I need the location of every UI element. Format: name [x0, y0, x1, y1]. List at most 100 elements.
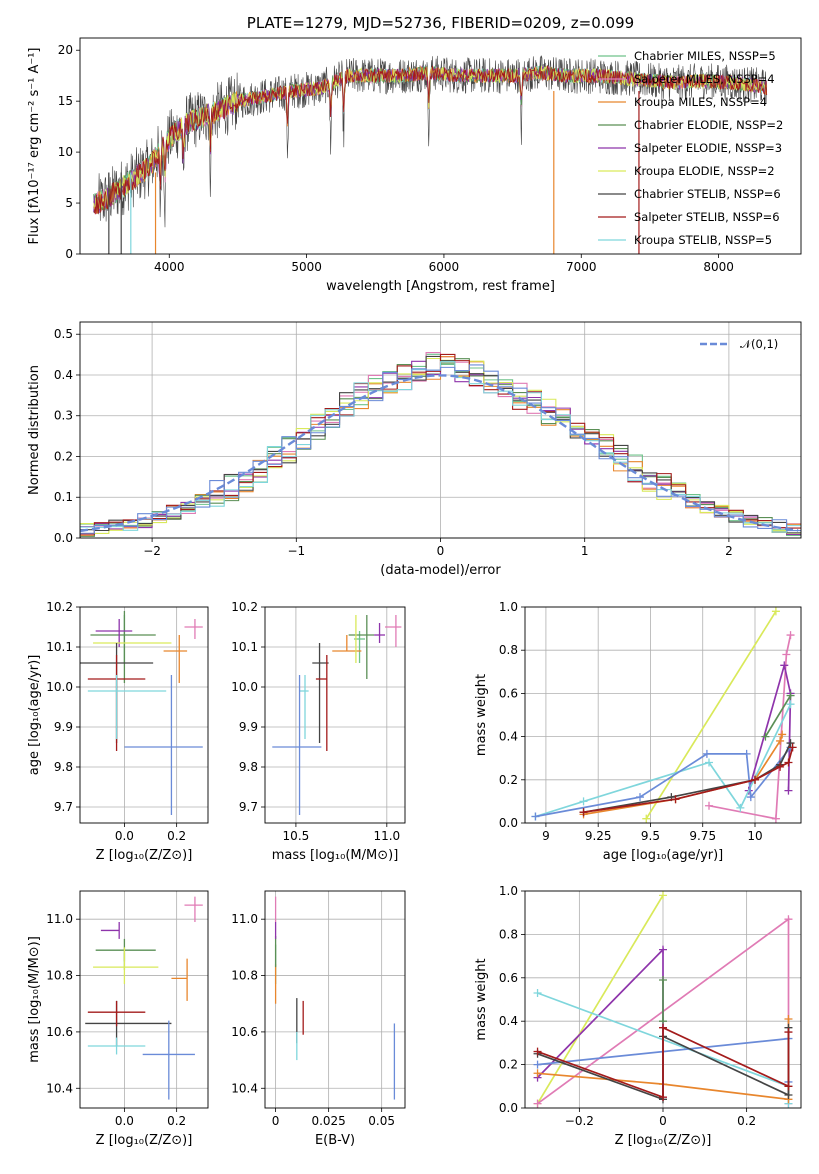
y-tick-label: 9.7	[54, 800, 73, 814]
weight-marker	[533, 988, 542, 997]
weight-marker	[746, 793, 755, 802]
y-tick-label: 20	[58, 43, 73, 57]
legend-entry: Kroupa MILES, NSSP=4	[634, 95, 767, 109]
weight-marker	[784, 1082, 793, 1091]
y-tick-label: 10.2	[46, 600, 73, 614]
y-tick-label: 0.2	[499, 1058, 518, 1072]
x-tick-label: 0.0	[115, 829, 134, 843]
x-tick-label: 9.25	[585, 829, 612, 843]
y-axis-label: age [log₁₀(age/yr)]	[27, 655, 42, 776]
x-axis-label: Z [log₁₀(Z/Z⊙)]	[615, 1133, 712, 1148]
y-tick-label: 0.8	[499, 643, 518, 657]
weight-marker	[659, 1023, 667, 1032]
weight-marker	[761, 732, 770, 741]
weight-marker	[702, 749, 711, 758]
y-tick-label: 10.4	[231, 1081, 258, 1095]
y-tick-label: 0.4	[499, 730, 518, 744]
weight-marker	[786, 739, 795, 748]
y-tick-label: 15	[58, 94, 73, 108]
y-tick-label: 0.6	[499, 971, 518, 985]
weight-marker	[776, 736, 785, 745]
x-tick-label: −2	[143, 544, 161, 558]
weight-marker	[736, 803, 745, 812]
y-tick-label: 0.0	[499, 816, 518, 830]
x-tick-label: 9.75	[689, 829, 716, 843]
y-axis-label: Normed distribution	[27, 365, 42, 495]
x-tick-label: 10	[747, 829, 762, 843]
y-tick-label: 1.0	[499, 600, 518, 614]
y-axis-label: mass [log₁₀(M/M⊙)]	[27, 936, 42, 1063]
x-tick-label: 0	[659, 1114, 667, 1128]
weight-marker	[786, 691, 795, 700]
y-axis-label: Flux [fλ10⁻¹⁷ erg cm⁻² s⁻¹ A⁻¹]	[27, 48, 42, 245]
y-tick-label: 9.8	[54, 760, 73, 774]
x-tick-label: 2	[725, 544, 733, 558]
y-tick-label: 10.8	[46, 969, 73, 983]
y-tick-label: 10.0	[231, 680, 258, 694]
x-tick-label: 0.2	[167, 1114, 186, 1128]
y-tick-label: 10.4	[46, 1081, 73, 1095]
y-tick-label: 1.0	[499, 884, 518, 898]
x-tick-label: 0.0	[115, 1114, 134, 1128]
y-tick-label: 0.2	[499, 773, 518, 787]
weight-marker	[786, 631, 795, 640]
weight-marker	[533, 1060, 542, 1069]
x-axis-label: (data-model)/error	[380, 563, 501, 578]
x-tick-label: 8000	[703, 260, 734, 274]
errorbar-group	[274, 896, 396, 1100]
histogram-steps	[80, 352, 801, 538]
weight-marker	[671, 795, 680, 804]
weight-marker	[705, 758, 713, 767]
x-tick-label: 1	[581, 544, 589, 558]
weight-marker	[771, 814, 780, 823]
weight-marker	[776, 762, 785, 771]
y-axis-label: mass weight	[474, 674, 489, 756]
weight-marker	[531, 812, 540, 821]
weight-marker	[533, 1099, 542, 1108]
x-axis-label: Z [log₁₀(Z/Z⊙)]	[96, 848, 193, 863]
y-tick-label: 9.7	[239, 800, 258, 814]
y-tick-label: 0	[65, 247, 73, 261]
y-tick-label: 11.0	[46, 912, 73, 926]
weight-lines	[533, 891, 793, 1108]
y-tick-label: 0.8	[499, 927, 518, 941]
y-axis-label: mass weight	[474, 958, 489, 1040]
weight-series-line	[583, 747, 794, 814]
legend-entry: Chabrier MILES, NSSP=5	[634, 49, 776, 63]
axes-frame	[264, 606, 406, 824]
spectrum-series-line	[93, 64, 768, 215]
weight-marker	[784, 1090, 793, 1099]
x-tick-label: 7000	[566, 260, 597, 274]
y-tick-label: 9.8	[239, 760, 258, 774]
axes-frame	[79, 321, 802, 539]
weight-marker	[742, 749, 751, 758]
weight-marker	[784, 786, 793, 795]
legend-entry: Kroupa ELODIE, NSSP=2	[634, 164, 775, 178]
y-tick-label: 0.0	[499, 1101, 518, 1115]
legend-entry: 𝒩(0,1)	[740, 337, 778, 351]
y-tick-label: 10.0	[46, 680, 73, 694]
y-tick-label: 0.2	[54, 449, 73, 463]
weight-marker	[771, 607, 780, 616]
y-tick-label: 10.1	[46, 640, 73, 654]
weight-marker	[659, 1093, 667, 1102]
legend-entry: Salpeter MILES, NSSP=4	[634, 72, 775, 86]
weight-marker	[705, 801, 713, 810]
weight-series-line	[536, 894, 664, 1105]
weight-marker	[636, 793, 644, 802]
y-tick-label: 0.4	[54, 368, 73, 382]
weight-marker	[533, 1047, 542, 1056]
legend-entry: Chabrier ELODIE, NSSP=2	[634, 118, 783, 132]
x-tick-label: 0.05	[368, 1114, 395, 1128]
x-tick-label: 5000	[291, 260, 322, 274]
x-axis-label: E(B-V)	[315, 1133, 355, 1148]
weight-series-line	[535, 703, 792, 818]
x-axis-label: age [log₁₀(age/yr)]	[603, 848, 724, 863]
x-tick-label: 0.2	[167, 829, 186, 843]
y-tick-label: 0.4	[499, 1014, 518, 1028]
legend-entry: Kroupa STELIB, NSSP=5	[634, 233, 772, 247]
weight-marker	[579, 808, 588, 817]
legend-entry: Salpeter ELODIE, NSSP=3	[634, 141, 782, 155]
gaussian-reference-curve	[80, 374, 799, 533]
